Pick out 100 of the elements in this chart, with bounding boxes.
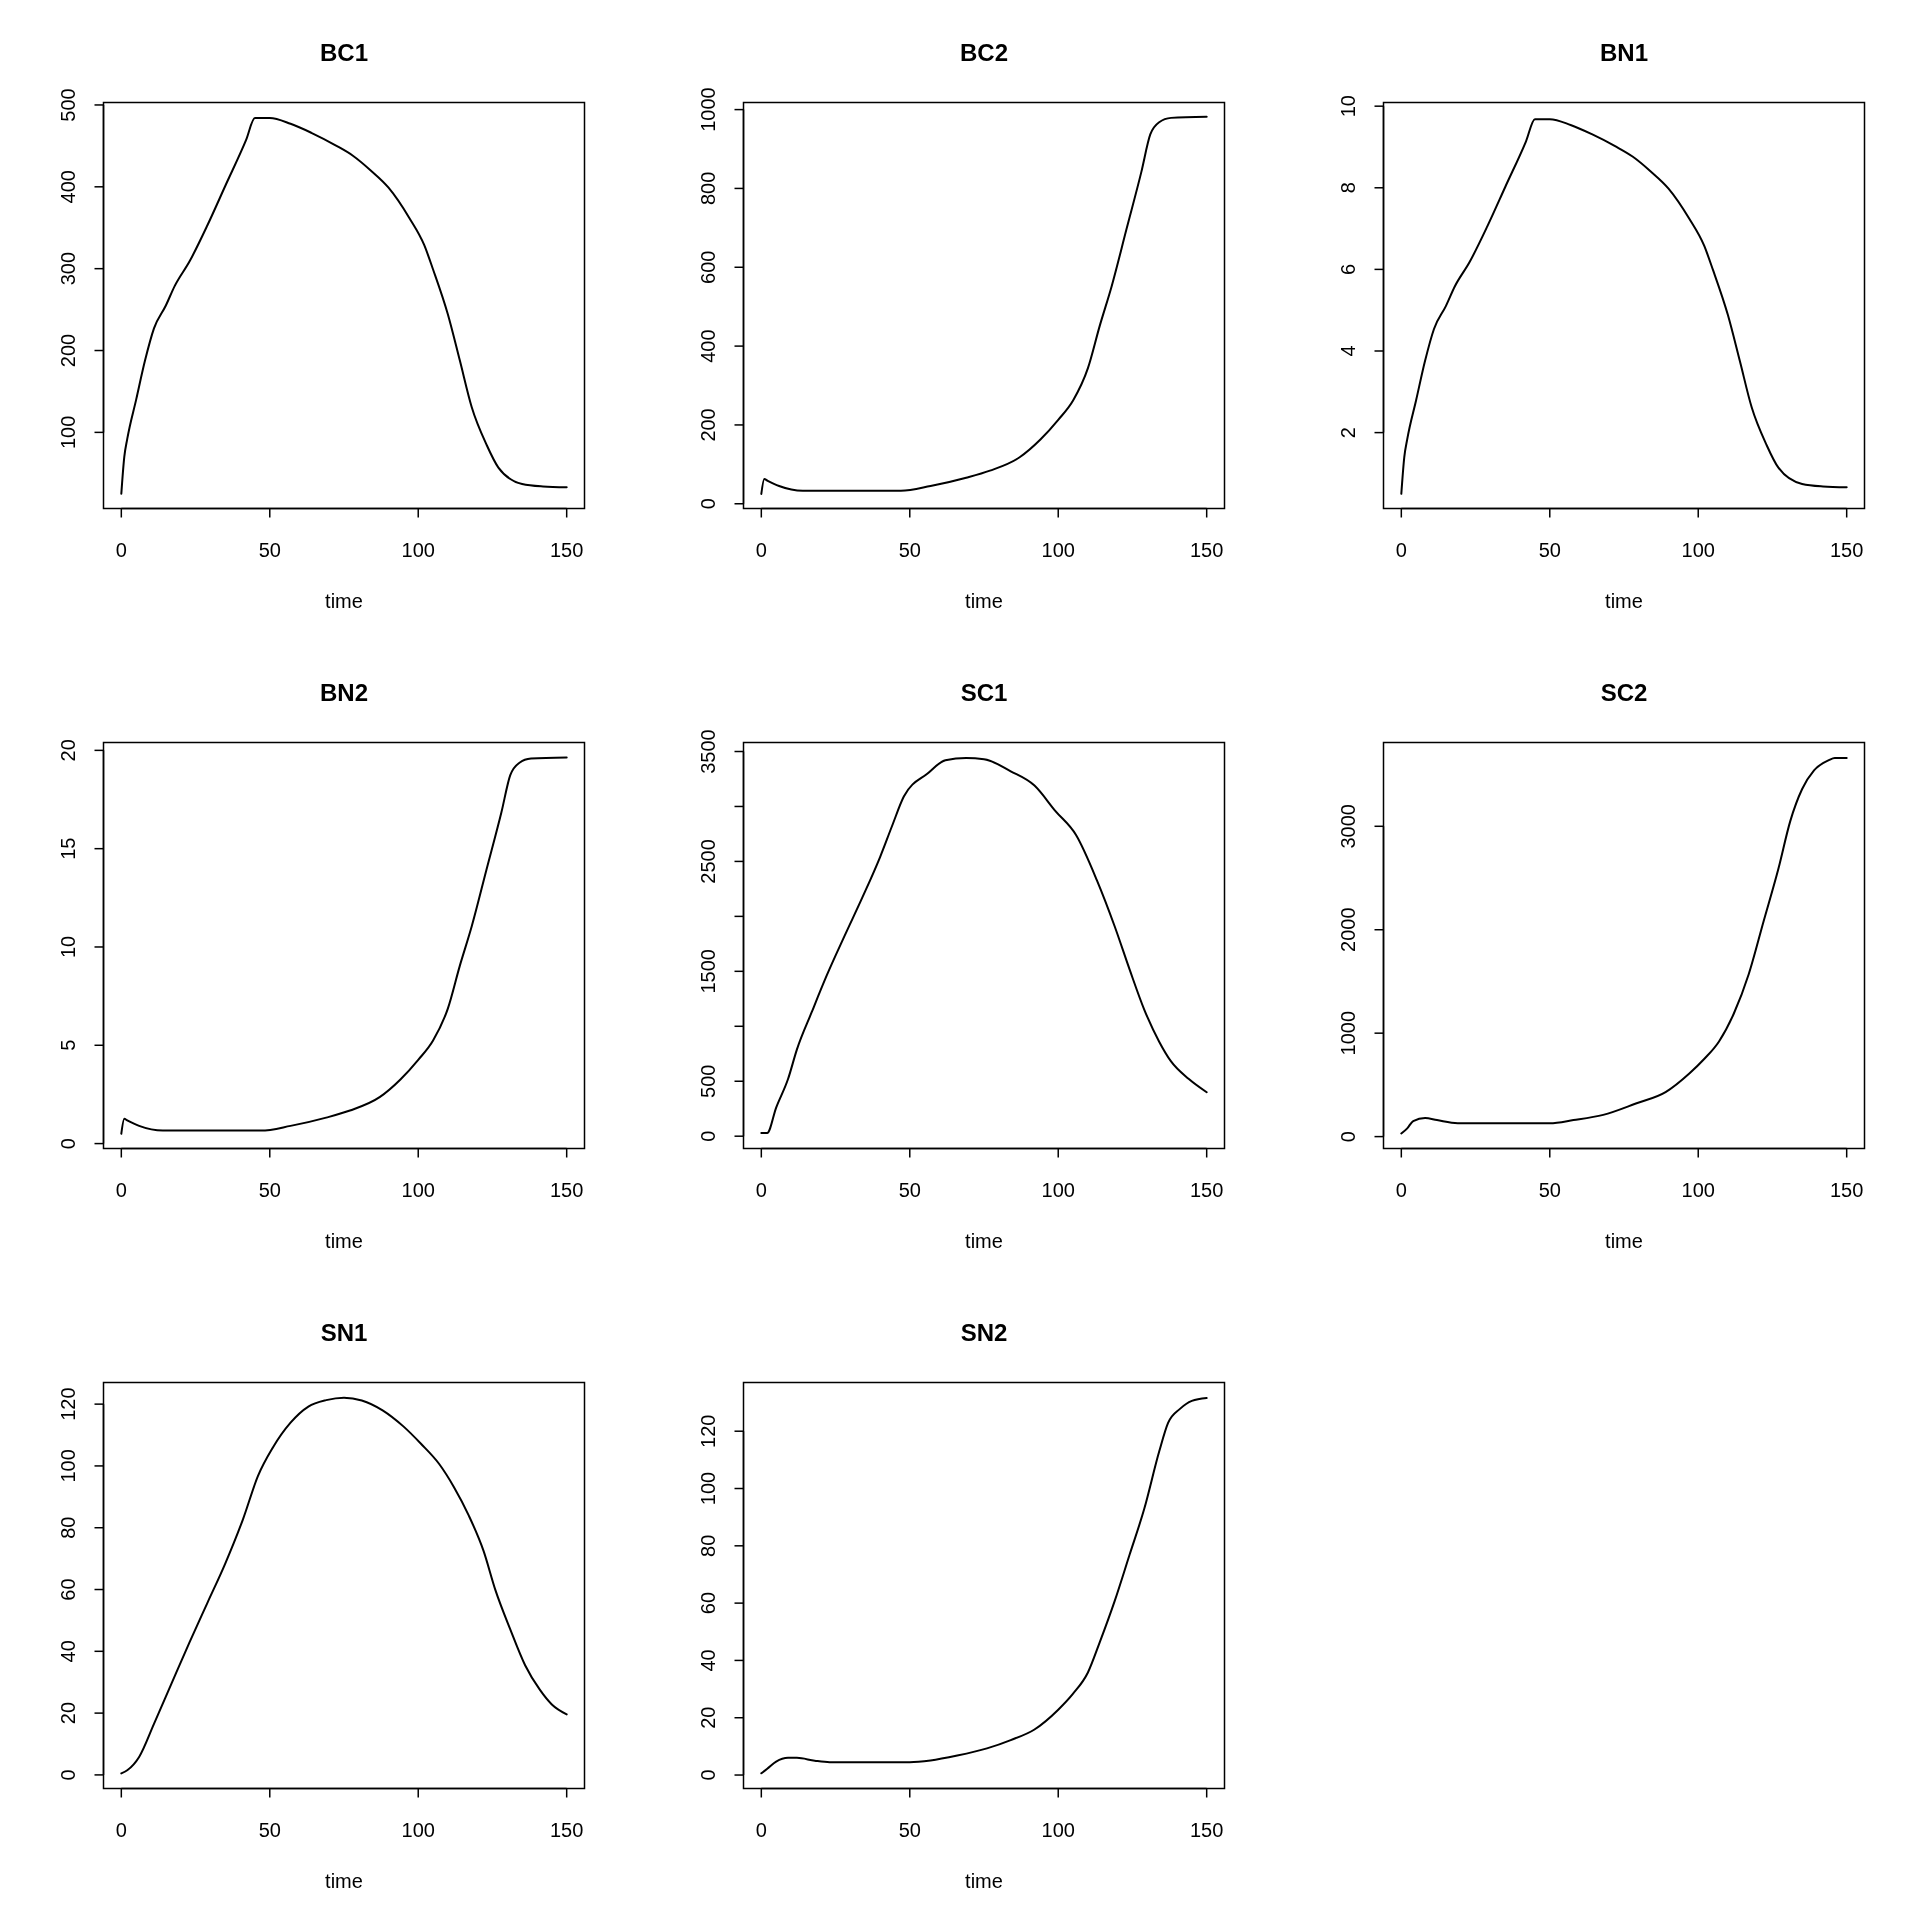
y-tick-label: 2000 <box>1336 907 1359 952</box>
x-tick-label: 0 <box>115 1818 127 1841</box>
y-tick-label: 0 <box>696 1130 719 1142</box>
y-tick-label: 2500 <box>696 839 719 884</box>
x-axis-title: time <box>965 1229 1003 1252</box>
y-tick-label: 3000 <box>1336 804 1359 849</box>
y-tick-label: 200 <box>696 408 719 442</box>
chart-title: SC2 <box>1600 679 1648 706</box>
x-tick-label: 150 <box>1190 538 1224 561</box>
y-tick-label: 0 <box>696 1769 719 1781</box>
chart-title: SN1 <box>320 1319 368 1346</box>
y-tick-label: 200 <box>56 333 79 368</box>
x-axis-title: time <box>325 1869 363 1892</box>
chart-title: BN2 <box>319 679 369 706</box>
chart-title: BC2 <box>959 39 1009 66</box>
y-tick-label: 10 <box>56 935 79 959</box>
y-tick-label: 60 <box>56 1578 79 1601</box>
line-series <box>1400 118 1848 495</box>
x-tick-label: 100 <box>1041 1178 1075 1201</box>
y-tick-label: 100 <box>56 1449 79 1483</box>
y-tick-label: 6 <box>1336 263 1359 275</box>
x-tick-label: 150 <box>1190 1818 1224 1841</box>
x-tick-label: 0 <box>115 1178 127 1201</box>
y-tick-label: 1500 <box>696 949 719 994</box>
y-tick-label: 800 <box>696 171 719 206</box>
x-tick-label: 100 <box>401 1818 435 1841</box>
x-tick-label: 100 <box>1681 1178 1715 1201</box>
line-series <box>1400 757 1848 1135</box>
y-tick-label: 20 <box>56 739 79 762</box>
y-tick-label: 20 <box>56 1701 79 1725</box>
x-tick-label: 150 <box>1830 538 1864 561</box>
x-tick-label: 100 <box>1041 538 1075 561</box>
x-tick-label: 0 <box>755 1818 767 1841</box>
chart-title: SN2 <box>960 1319 1008 1346</box>
x-axis-title: time <box>965 589 1003 612</box>
x-tick-label: 50 <box>258 538 281 561</box>
y-tick-label: 1000 <box>696 87 719 132</box>
x-tick-label: 0 <box>755 1178 767 1201</box>
x-axis-title: time <box>325 589 363 612</box>
y-tick-label: 100 <box>696 1471 719 1506</box>
y-tick-label: 80 <box>696 1534 719 1557</box>
chart-title: BC1 <box>319 39 369 66</box>
x-axis-title: time <box>1605 1229 1643 1252</box>
y-tick-label: 500 <box>696 1064 719 1098</box>
y-tick-label: 40 <box>56 1640 79 1663</box>
x-tick-label: 50 <box>898 1178 921 1201</box>
x-tick-label: 0 <box>755 538 767 561</box>
y-tick-label: 40 <box>696 1649 719 1672</box>
x-tick-label: 50 <box>258 1178 281 1201</box>
line-series <box>760 1396 1208 1775</box>
x-tick-label: 0 <box>1395 538 1407 561</box>
y-tick-label: 5 <box>56 1039 79 1051</box>
x-tick-label: 150 <box>1830 1178 1864 1201</box>
x-tick-label: 50 <box>898 538 921 561</box>
y-tick-label: 100 <box>56 415 79 450</box>
x-tick-label: 100 <box>1041 1818 1075 1841</box>
x-tick-label: 50 <box>898 1818 921 1841</box>
x-tick-label: 50 <box>1538 1178 1561 1201</box>
y-tick-label: 120 <box>696 1414 719 1448</box>
y-tick-label: 4 <box>1336 345 1359 357</box>
y-tick-label: 400 <box>56 170 79 204</box>
x-tick-label: 100 <box>1681 538 1715 561</box>
y-tick-label: 0 <box>1336 1131 1359 1143</box>
x-tick-label: 100 <box>401 538 435 561</box>
x-axis-title: time <box>325 1229 363 1252</box>
x-tick-label: 50 <box>1538 538 1561 561</box>
y-tick-label: 120 <box>56 1387 79 1421</box>
y-tick-label: 0 <box>696 498 719 510</box>
y-tick-label: 2 <box>1336 427 1359 439</box>
y-tick-label: 60 <box>696 1592 719 1615</box>
x-tick-label: 100 <box>401 1178 435 1201</box>
line-series <box>120 1396 568 1775</box>
y-tick-label: 500 <box>56 88 79 122</box>
x-tick-label: 0 <box>1395 1178 1407 1201</box>
y-tick-label: 0 <box>56 1138 79 1150</box>
x-tick-label: 50 <box>258 1818 281 1841</box>
x-tick-label: 150 <box>1190 1178 1224 1201</box>
y-tick-label: 20 <box>696 1706 719 1729</box>
x-tick-label: 150 <box>550 1178 584 1201</box>
y-tick-label: 15 <box>56 837 79 860</box>
y-tick-label: 1000 <box>1336 1010 1359 1056</box>
line-series <box>120 756 568 1135</box>
x-tick-label: 150 <box>550 538 584 561</box>
chart-title: BN1 <box>1599 39 1649 66</box>
line-series <box>760 115 1208 495</box>
y-tick-label: 400 <box>696 329 719 363</box>
line-series <box>120 117 568 495</box>
y-tick-label: 600 <box>696 250 719 284</box>
y-tick-label: 8 <box>1336 182 1359 194</box>
chart-title: SC1 <box>960 679 1008 706</box>
y-tick-label: 10 <box>1336 95 1359 118</box>
x-tick-label: 150 <box>550 1818 584 1841</box>
x-tick-label: 0 <box>115 538 127 561</box>
y-tick-label: 300 <box>56 251 79 286</box>
y-tick-label: 80 <box>56 1516 79 1539</box>
x-axis-title: time <box>965 1869 1003 1892</box>
y-tick-label: 3500 <box>696 729 719 774</box>
x-axis-title: time <box>1605 589 1643 612</box>
y-tick-label: 0 <box>56 1769 79 1781</box>
line-series <box>760 757 1208 1134</box>
